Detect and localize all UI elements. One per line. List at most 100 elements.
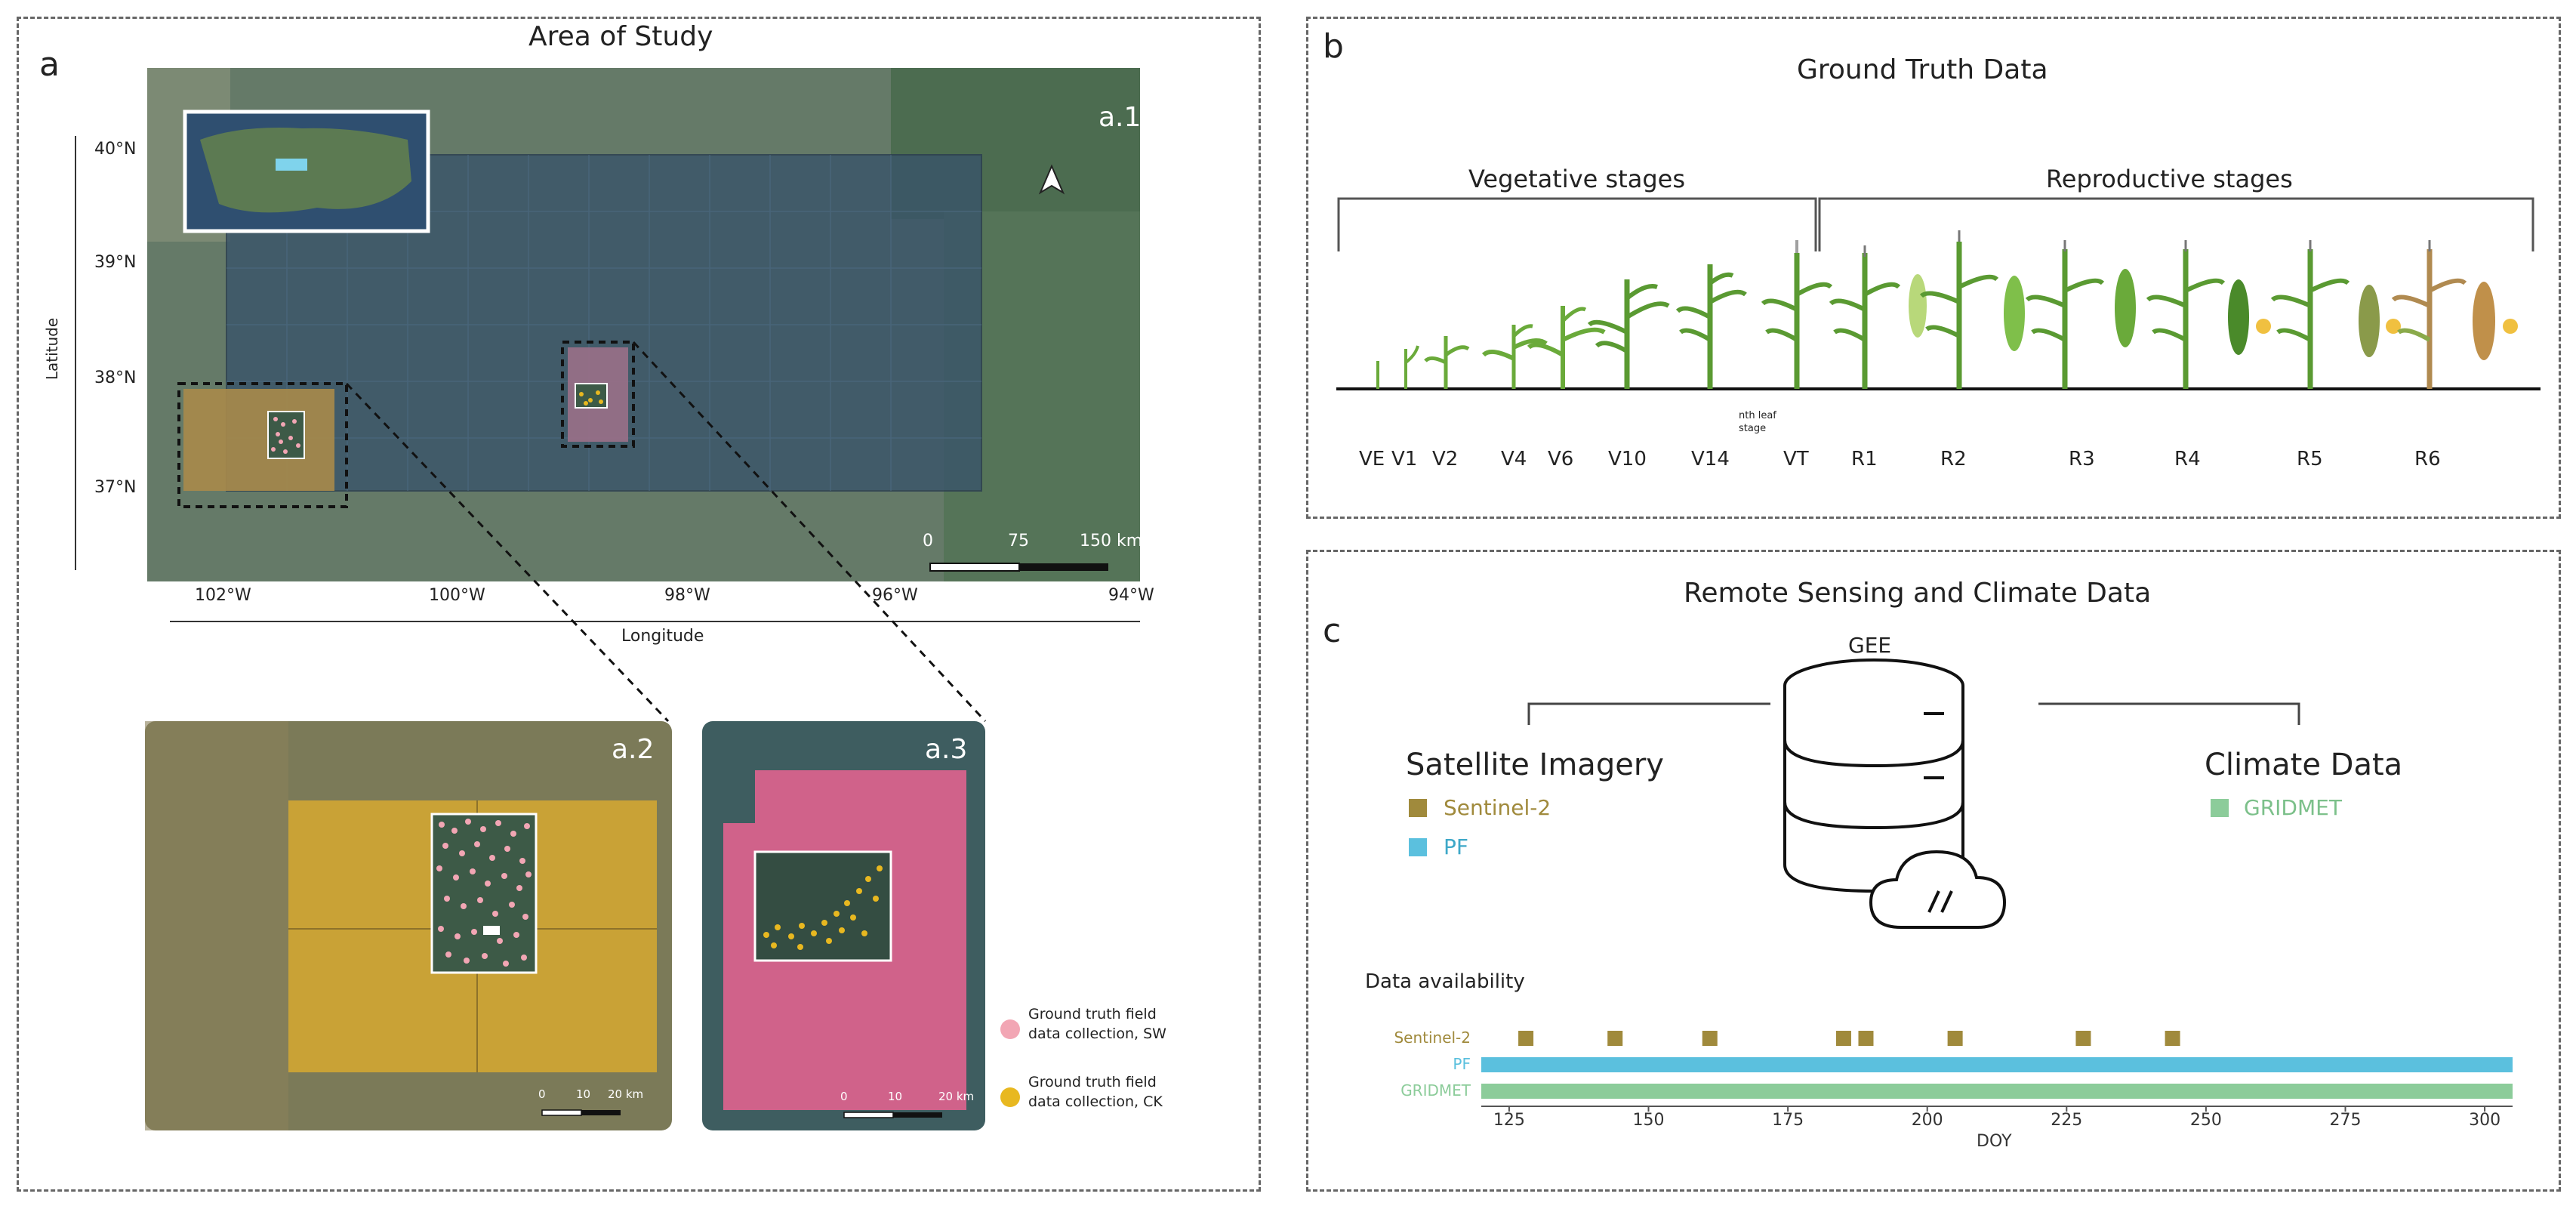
inset-ck-scale-tick-0: 0 bbox=[840, 1090, 848, 1103]
lat-tick-38: 38°N bbox=[94, 369, 137, 387]
x-tick-label: 225 bbox=[2051, 1111, 2083, 1130]
sentinel2-legend-square bbox=[1409, 799, 1427, 817]
lon-tick-100: 100°W bbox=[429, 586, 485, 605]
sentinel2-legend-label: Sentinel-2 bbox=[1444, 795, 1551, 820]
pf-legend-square bbox=[1409, 838, 1427, 856]
pf-legend-label: PF bbox=[1444, 834, 1468, 859]
panel-b bbox=[1306, 17, 2561, 519]
inset-sw-scale-tick-10: 10 bbox=[576, 1087, 591, 1101]
sentinel2-acquisition-mark bbox=[1835, 1031, 1851, 1046]
north-arrow-icon bbox=[1038, 164, 1065, 195]
stage-v10: V10 bbox=[1608, 448, 1647, 470]
legend-ck-marker bbox=[1000, 1087, 1020, 1107]
lon-axis-label: Longitude bbox=[621, 627, 704, 646]
legend-sw-line2: data collection, SW bbox=[1028, 1025, 1166, 1042]
lat-tick-40: 40°N bbox=[94, 140, 137, 159]
panel-c-letter: c bbox=[1323, 612, 1342, 650]
stage-r4: R4 bbox=[2174, 448, 2201, 470]
main-scale-tick-0: 0 bbox=[923, 532, 933, 551]
gridmet-legend-square bbox=[2211, 799, 2229, 817]
sentinel2-acquisition-mark bbox=[1607, 1031, 1623, 1046]
stage-r5: R5 bbox=[2297, 448, 2323, 470]
inset-sw-scale-tick-0: 0 bbox=[538, 1087, 546, 1101]
legend-ck-line2: data collection, CK bbox=[1028, 1093, 1163, 1110]
x-tick-label: 175 bbox=[1772, 1111, 1804, 1130]
sentinel2-acquisition-mark bbox=[1702, 1031, 1718, 1046]
main-scale-tick-150: 150 km bbox=[1080, 532, 1143, 551]
panel-a-letter: a bbox=[39, 45, 60, 84]
stage-vt: VT bbox=[1783, 448, 1809, 470]
vegetative-bracket bbox=[1337, 197, 1817, 251]
map-a2-label: a.2 bbox=[612, 734, 655, 765]
x-tick-label: 275 bbox=[2329, 1111, 2362, 1130]
map-a3-label: a.3 bbox=[925, 734, 968, 765]
inset-ck-scale-bar bbox=[843, 1112, 942, 1118]
x-tick-label: 250 bbox=[2189, 1111, 2222, 1130]
lat-tick-37: 37°N bbox=[94, 478, 137, 497]
us-locator-inset bbox=[183, 109, 430, 233]
series-label-gridmet: GRIDMET bbox=[1400, 1081, 1471, 1100]
stage-r1: R1 bbox=[1851, 448, 1878, 470]
sentinel2-acquisition-mark bbox=[1518, 1031, 1534, 1046]
x-tick-label: 125 bbox=[1493, 1111, 1525, 1130]
x-tick-label: 200 bbox=[1911, 1111, 1943, 1130]
lat-tick-39: 39°N bbox=[94, 253, 137, 272]
lon-tick-102: 102°W bbox=[195, 586, 251, 605]
lon-tick-98: 98°W bbox=[664, 586, 710, 605]
stage-v2: V2 bbox=[1432, 448, 1459, 470]
reproductive-bracket bbox=[1818, 197, 2534, 251]
inset-ck-scale-tick-10: 10 bbox=[888, 1090, 903, 1103]
inset-ck-scale-tick-20: 20 km bbox=[938, 1090, 975, 1103]
nth-leaf-note-line2: stage bbox=[1739, 423, 1767, 434]
gridmet-legend-label: GRIDMET bbox=[2244, 795, 2342, 820]
inset-ck-map bbox=[702, 721, 985, 1130]
series-label-sentinel-2: Sentinel-2 bbox=[1394, 1029, 1471, 1047]
availability-title: Data availability bbox=[1365, 970, 1525, 993]
lon-tick-94: 94°W bbox=[1108, 586, 1154, 605]
sentinel2-acquisition-mark bbox=[1947, 1031, 1963, 1046]
main-map bbox=[147, 68, 1140, 581]
sentinel2-acquisition-mark bbox=[2165, 1031, 2180, 1046]
stage-v14: V14 bbox=[1691, 448, 1730, 470]
map-a1-label: a.1 bbox=[1098, 102, 1142, 133]
legend-ck-line1: Ground truth field bbox=[1028, 1074, 1157, 1090]
stage-v1: V1 bbox=[1391, 448, 1418, 470]
legend-sw-marker bbox=[1000, 1019, 1020, 1039]
legend-sw-line1: Ground truth field bbox=[1028, 1006, 1157, 1022]
stage-r2: R2 bbox=[1940, 448, 1967, 470]
availability-chart bbox=[1481, 1031, 2513, 1112]
x-tick-label: 150 bbox=[1632, 1111, 1665, 1130]
sentinel2-acquisition-mark bbox=[1858, 1031, 1874, 1046]
panel-c-title: Remote Sensing and Climate Data bbox=[1684, 578, 2152, 609]
reproductive-stages-label: Reproductive stages bbox=[2046, 165, 2293, 193]
panel-c bbox=[1306, 550, 2561, 1192]
panel-b-letter: b bbox=[1323, 27, 1344, 66]
main-scale-tick-75: 75 bbox=[1008, 532, 1029, 551]
sentinel2-acquisition-mark bbox=[2075, 1031, 2091, 1046]
x-axis-label: DOY bbox=[1977, 1132, 2012, 1151]
inset-sw-scale-bar bbox=[541, 1109, 621, 1116]
stage-r3: R3 bbox=[2069, 448, 2095, 470]
panel-b-title: Ground Truth Data bbox=[1797, 54, 2048, 85]
stage-v6: V6 bbox=[1548, 448, 1574, 470]
inset-sw-map bbox=[145, 721, 672, 1130]
pf-availability-bar bbox=[1481, 1057, 2513, 1072]
satellite-imagery-heading: Satellite Imagery bbox=[1406, 748, 1664, 782]
series-label-pf: PF bbox=[1453, 1055, 1471, 1073]
climate-data-heading: Climate Data bbox=[2205, 748, 2403, 782]
sw-area bbox=[183, 389, 334, 491]
corn-plant-icons bbox=[1376, 230, 2518, 389]
stage-r6: R6 bbox=[2414, 448, 2441, 470]
panel-a bbox=[17, 17, 1261, 1192]
nth-leaf-note-line1: nth leaf bbox=[1739, 410, 1776, 421]
lon-tick-96: 96°W bbox=[872, 586, 918, 605]
inset-sw-scale-tick-20: 20 km bbox=[608, 1087, 644, 1101]
vegetative-stages-label: Vegetative stages bbox=[1468, 165, 1685, 193]
gee-label: GEE bbox=[1848, 633, 1892, 658]
cloud-icon bbox=[1869, 850, 2007, 929]
main-map-scale-bar bbox=[929, 563, 1108, 572]
gridmet-availability-bar bbox=[1481, 1084, 2513, 1099]
